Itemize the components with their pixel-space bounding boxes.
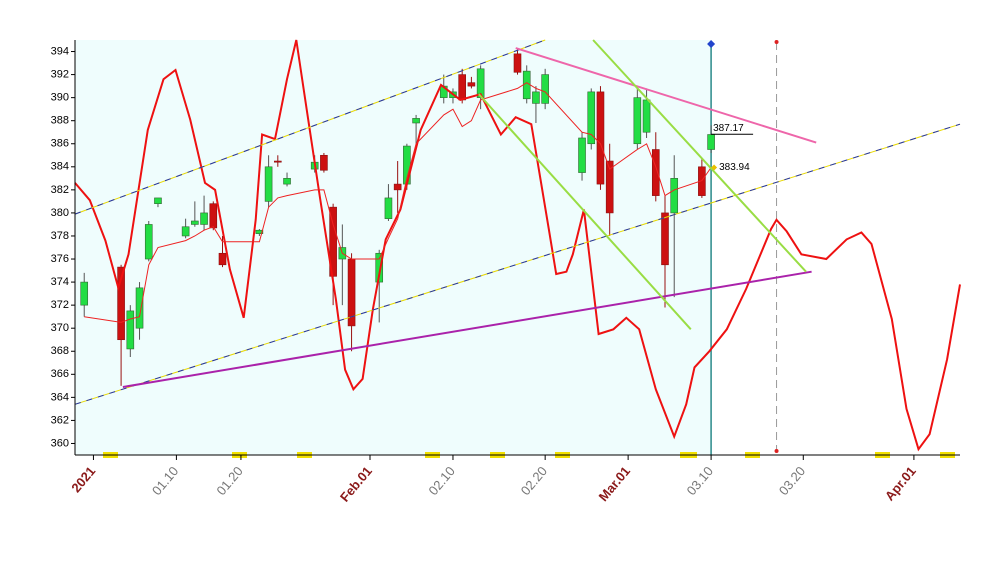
candle-body <box>200 212 208 225</box>
cursor-marker <box>707 40 716 48</box>
candle-body <box>596 91 605 185</box>
y-tick-label: 370 <box>51 322 69 334</box>
candle-body <box>651 149 660 196</box>
candle-body <box>154 197 162 204</box>
candle-body <box>320 154 328 171</box>
y-tick-label: 394 <box>51 45 69 57</box>
trend-line-base <box>74 39 546 215</box>
y-tick-label: 392 <box>51 68 69 80</box>
y-tick-label: 360 <box>51 437 69 449</box>
candle-body <box>412 118 420 124</box>
y-tick-label: 368 <box>51 345 69 357</box>
projection-marker <box>774 449 779 453</box>
line <box>74 123 961 405</box>
candle-body <box>532 91 540 104</box>
line <box>84 82 712 323</box>
y-tick-label: 382 <box>51 184 69 196</box>
candle-body <box>670 178 679 214</box>
candle-body <box>135 287 144 329</box>
y-tick-label: 364 <box>51 391 69 403</box>
y-tick-label: 384 <box>51 161 69 173</box>
candle-body <box>513 53 522 73</box>
candle-body <box>393 183 402 191</box>
candle-body <box>144 224 153 260</box>
candle-body <box>707 134 715 150</box>
chart-layer: 387.17 383.94 <box>74 39 961 455</box>
line <box>478 93 692 330</box>
line <box>122 270 812 388</box>
candle-body <box>605 160 614 214</box>
plot-background <box>75 40 712 455</box>
candle-body <box>458 74 466 101</box>
candle-body <box>218 252 227 266</box>
candle-body <box>633 97 642 145</box>
candle-body <box>384 197 393 219</box>
price-label: 387.17 <box>713 123 744 134</box>
y-tick-label: 388 <box>51 115 69 127</box>
candle-body <box>642 99 651 133</box>
y-tick-label: 378 <box>51 230 69 242</box>
candle-body <box>264 166 273 202</box>
y-tick-label: 380 <box>51 207 69 219</box>
candle-body <box>467 82 476 87</box>
y-tick-label: 390 <box>51 92 69 104</box>
y-tick-label: 362 <box>51 414 69 426</box>
candle-body <box>117 266 125 341</box>
price-label: 383.94 <box>719 162 750 173</box>
candle-body <box>283 178 291 185</box>
y-tick-label: 372 <box>51 299 69 311</box>
projection-marker <box>774 40 779 44</box>
candle-body <box>541 74 549 104</box>
candle-body <box>209 203 218 229</box>
candle-body <box>578 137 586 173</box>
y-tick-label: 374 <box>51 276 69 288</box>
plot-background-layer <box>75 40 712 455</box>
candle-body <box>375 252 384 283</box>
candle-body <box>661 212 669 266</box>
y-tick-label: 376 <box>51 253 69 265</box>
line <box>592 39 807 273</box>
y-tick-label: 386 <box>51 138 69 150</box>
y-tick-label: 366 <box>51 368 69 380</box>
candle-body <box>181 226 190 237</box>
candle-body <box>255 229 264 234</box>
candle-body <box>698 166 706 196</box>
candle-body <box>126 310 135 350</box>
candle-body <box>80 281 89 306</box>
candle-body <box>522 70 531 100</box>
candle-body <box>587 91 596 145</box>
candle-body <box>191 220 199 225</box>
candle-body <box>274 160 282 163</box>
line <box>515 47 817 144</box>
price-label-marker <box>711 164 718 171</box>
